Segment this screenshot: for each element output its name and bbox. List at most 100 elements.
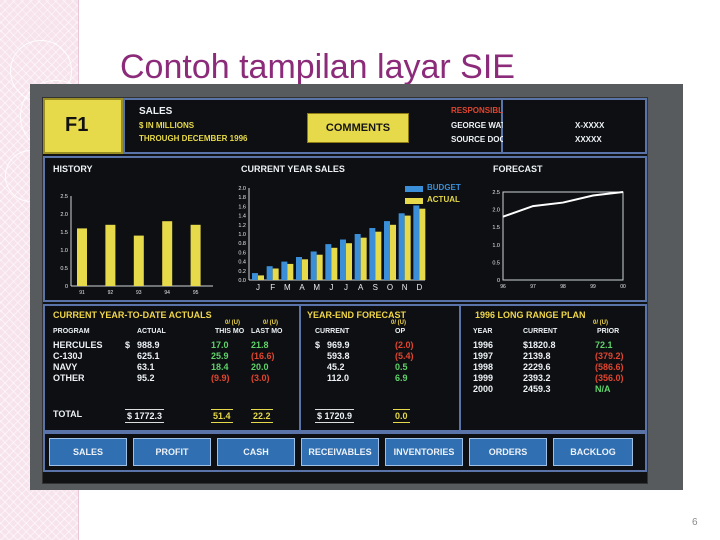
this-mo-value: 25.9 xyxy=(211,351,229,361)
nav-button-receivables[interactable]: RECEIVABLES xyxy=(301,438,379,466)
y-tick-label: 2.0 xyxy=(60,212,68,218)
forecast-title: FORECAST xyxy=(493,164,543,174)
y-tick-label: 1.5 xyxy=(60,230,68,236)
budget-bar xyxy=(354,234,361,280)
last-mo-value: 21.8 xyxy=(251,340,269,350)
history-bar xyxy=(77,228,87,286)
y-tick-label: 0.5 xyxy=(492,260,500,266)
current-year-sales-chart: 2.01.81.61.41.21.00.80.60.40.20.0J F M A M J J… xyxy=(238,186,426,292)
history-bar xyxy=(190,224,201,286)
current-value: 2459.3 xyxy=(523,384,551,394)
y-tick-label: 1.0 xyxy=(60,248,68,254)
program-name: C-130J xyxy=(53,351,83,361)
actual-bar xyxy=(346,243,352,280)
variance-label: 0/ (U) xyxy=(263,320,278,326)
legend-swatch-actual xyxy=(405,198,423,204)
x-tick-label: 95 xyxy=(193,290,199,296)
history-bar xyxy=(133,235,144,286)
total-op: 0.0 xyxy=(393,409,410,423)
budget-bar xyxy=(252,273,258,280)
program-name: OTHER xyxy=(53,373,85,383)
year-value: 1999 xyxy=(473,373,494,383)
y-tick-label: 0.2 xyxy=(238,269,246,275)
y-tick-label: 2.0 xyxy=(238,186,246,192)
y-tick-label: 1.5 xyxy=(492,225,500,231)
actual-value: 95.2 xyxy=(137,373,155,383)
comments-button[interactable]: COMMENTS xyxy=(307,113,409,143)
actual-bar xyxy=(302,259,308,280)
y-tick-label: 1.8 xyxy=(238,195,246,201)
column-header: THIS MO xyxy=(215,328,245,335)
responsible-panel: X-XXXX XXXXX xyxy=(503,98,647,154)
responsible-name: GEORGE WATSON xyxy=(451,121,523,130)
actual-bar xyxy=(404,215,411,280)
x-tick-label: M xyxy=(313,283,320,292)
y-tick-label: 0.8 xyxy=(238,241,246,247)
current-value: 969.9 xyxy=(327,340,350,350)
actual-value: 625.1 xyxy=(137,351,160,361)
x-tick-label: M xyxy=(284,283,291,292)
y-tick-label: 1.0 xyxy=(238,232,246,238)
this-mo-value: (9.9) xyxy=(211,373,230,383)
actual-bar xyxy=(272,268,279,280)
x-tick-label: 94 xyxy=(164,290,170,296)
op-value: (2.0) xyxy=(395,340,414,350)
actual-bar xyxy=(258,275,264,280)
prior-value: N/A xyxy=(595,384,611,394)
column-header: PROGRAM xyxy=(53,328,90,335)
budget-bar xyxy=(384,221,390,280)
prior-value: 72.1 xyxy=(595,340,613,350)
nav-button-orders[interactable]: ORDERS xyxy=(469,438,547,466)
actual-bar xyxy=(419,208,426,280)
prior-value: (379.2) xyxy=(595,351,624,361)
long-range-plan-panel: 1996 LONG RANGE PLAN 0/ (U) YEAR CURRENT… xyxy=(461,304,647,432)
year-value: 2000 xyxy=(473,384,494,394)
year-end-forecast-panel: YEAR-END FORECAST 0/ (U) CURRENT OP $969… xyxy=(301,304,461,432)
legend-actual: ACTUAL xyxy=(427,195,460,204)
x-tick-label: J xyxy=(256,283,260,292)
year-value: 1997 xyxy=(473,351,494,361)
x-tick-label: 99 xyxy=(590,284,596,290)
current-value: 2139.8 xyxy=(523,351,551,361)
x-tick-label: J xyxy=(329,283,333,292)
budget-bar xyxy=(413,205,420,280)
x-tick-label: 97 xyxy=(530,284,536,290)
actual-bar xyxy=(316,254,323,280)
sales-header-line: $ IN MILLIONS xyxy=(139,121,195,130)
x-tick-label: A xyxy=(299,283,305,292)
actual-bar xyxy=(287,263,294,280)
x-tick-label: N xyxy=(402,283,408,292)
actual-value: 63.1 xyxy=(137,362,155,372)
dollar-sign: $ xyxy=(315,340,321,350)
current-value: $1820.8 xyxy=(523,340,556,350)
nav-button-backlog[interactable]: BACKLOG xyxy=(553,438,633,466)
x-tick-label: 00 xyxy=(620,284,626,290)
ytd-actuals-panel: CURRENT YEAR-TO-DATE ACTUALS 0/ (U) 0/ (… xyxy=(43,304,301,432)
budget-bar xyxy=(398,213,405,280)
nav-button-cash[interactable]: CASH xyxy=(217,438,295,466)
source-label: SOURCE DOCUMENT xyxy=(451,135,534,144)
y-tick-label: 0 xyxy=(65,284,68,290)
actual-bar xyxy=(390,224,396,280)
long-range-plan-title: 1996 LONG RANGE PLAN xyxy=(475,310,586,320)
responsible-label: RESPONSIBLE xyxy=(451,106,509,115)
current-year-sales-title: CURRENT YEAR SALES xyxy=(241,164,345,174)
x-tick-label: A xyxy=(358,283,364,292)
total-label: TOTAL xyxy=(53,409,83,419)
column-header: PRIOR xyxy=(597,328,620,335)
nav-button-inventories[interactable]: INVENTORIES xyxy=(385,438,463,466)
nav-button-sales[interactable]: SALES xyxy=(49,438,127,466)
actual-bar xyxy=(331,247,338,280)
history-title: HISTORY xyxy=(53,164,93,174)
this-mo-value: 18.4 xyxy=(211,362,229,372)
forecast-line xyxy=(502,191,624,218)
nav-button-profit[interactable]: PROFIT xyxy=(133,438,211,466)
y-tick-label: 1.4 xyxy=(238,214,246,220)
eis-dashboard: F1 SALES $ IN MILLIONS THROUGH DECEMBER … xyxy=(42,97,648,484)
last-mo-value: 20.0 xyxy=(251,362,269,372)
source-value: XXXXX xyxy=(575,135,602,144)
this-mo-value: 17.0 xyxy=(211,340,229,350)
charts-panel: HISTORY CURRENT YEAR SALES FORECAST 2.5 2… xyxy=(43,156,647,302)
x-tick-label: J xyxy=(344,283,348,292)
year-end-forecast-title: YEAR-END FORECAST xyxy=(307,310,407,320)
